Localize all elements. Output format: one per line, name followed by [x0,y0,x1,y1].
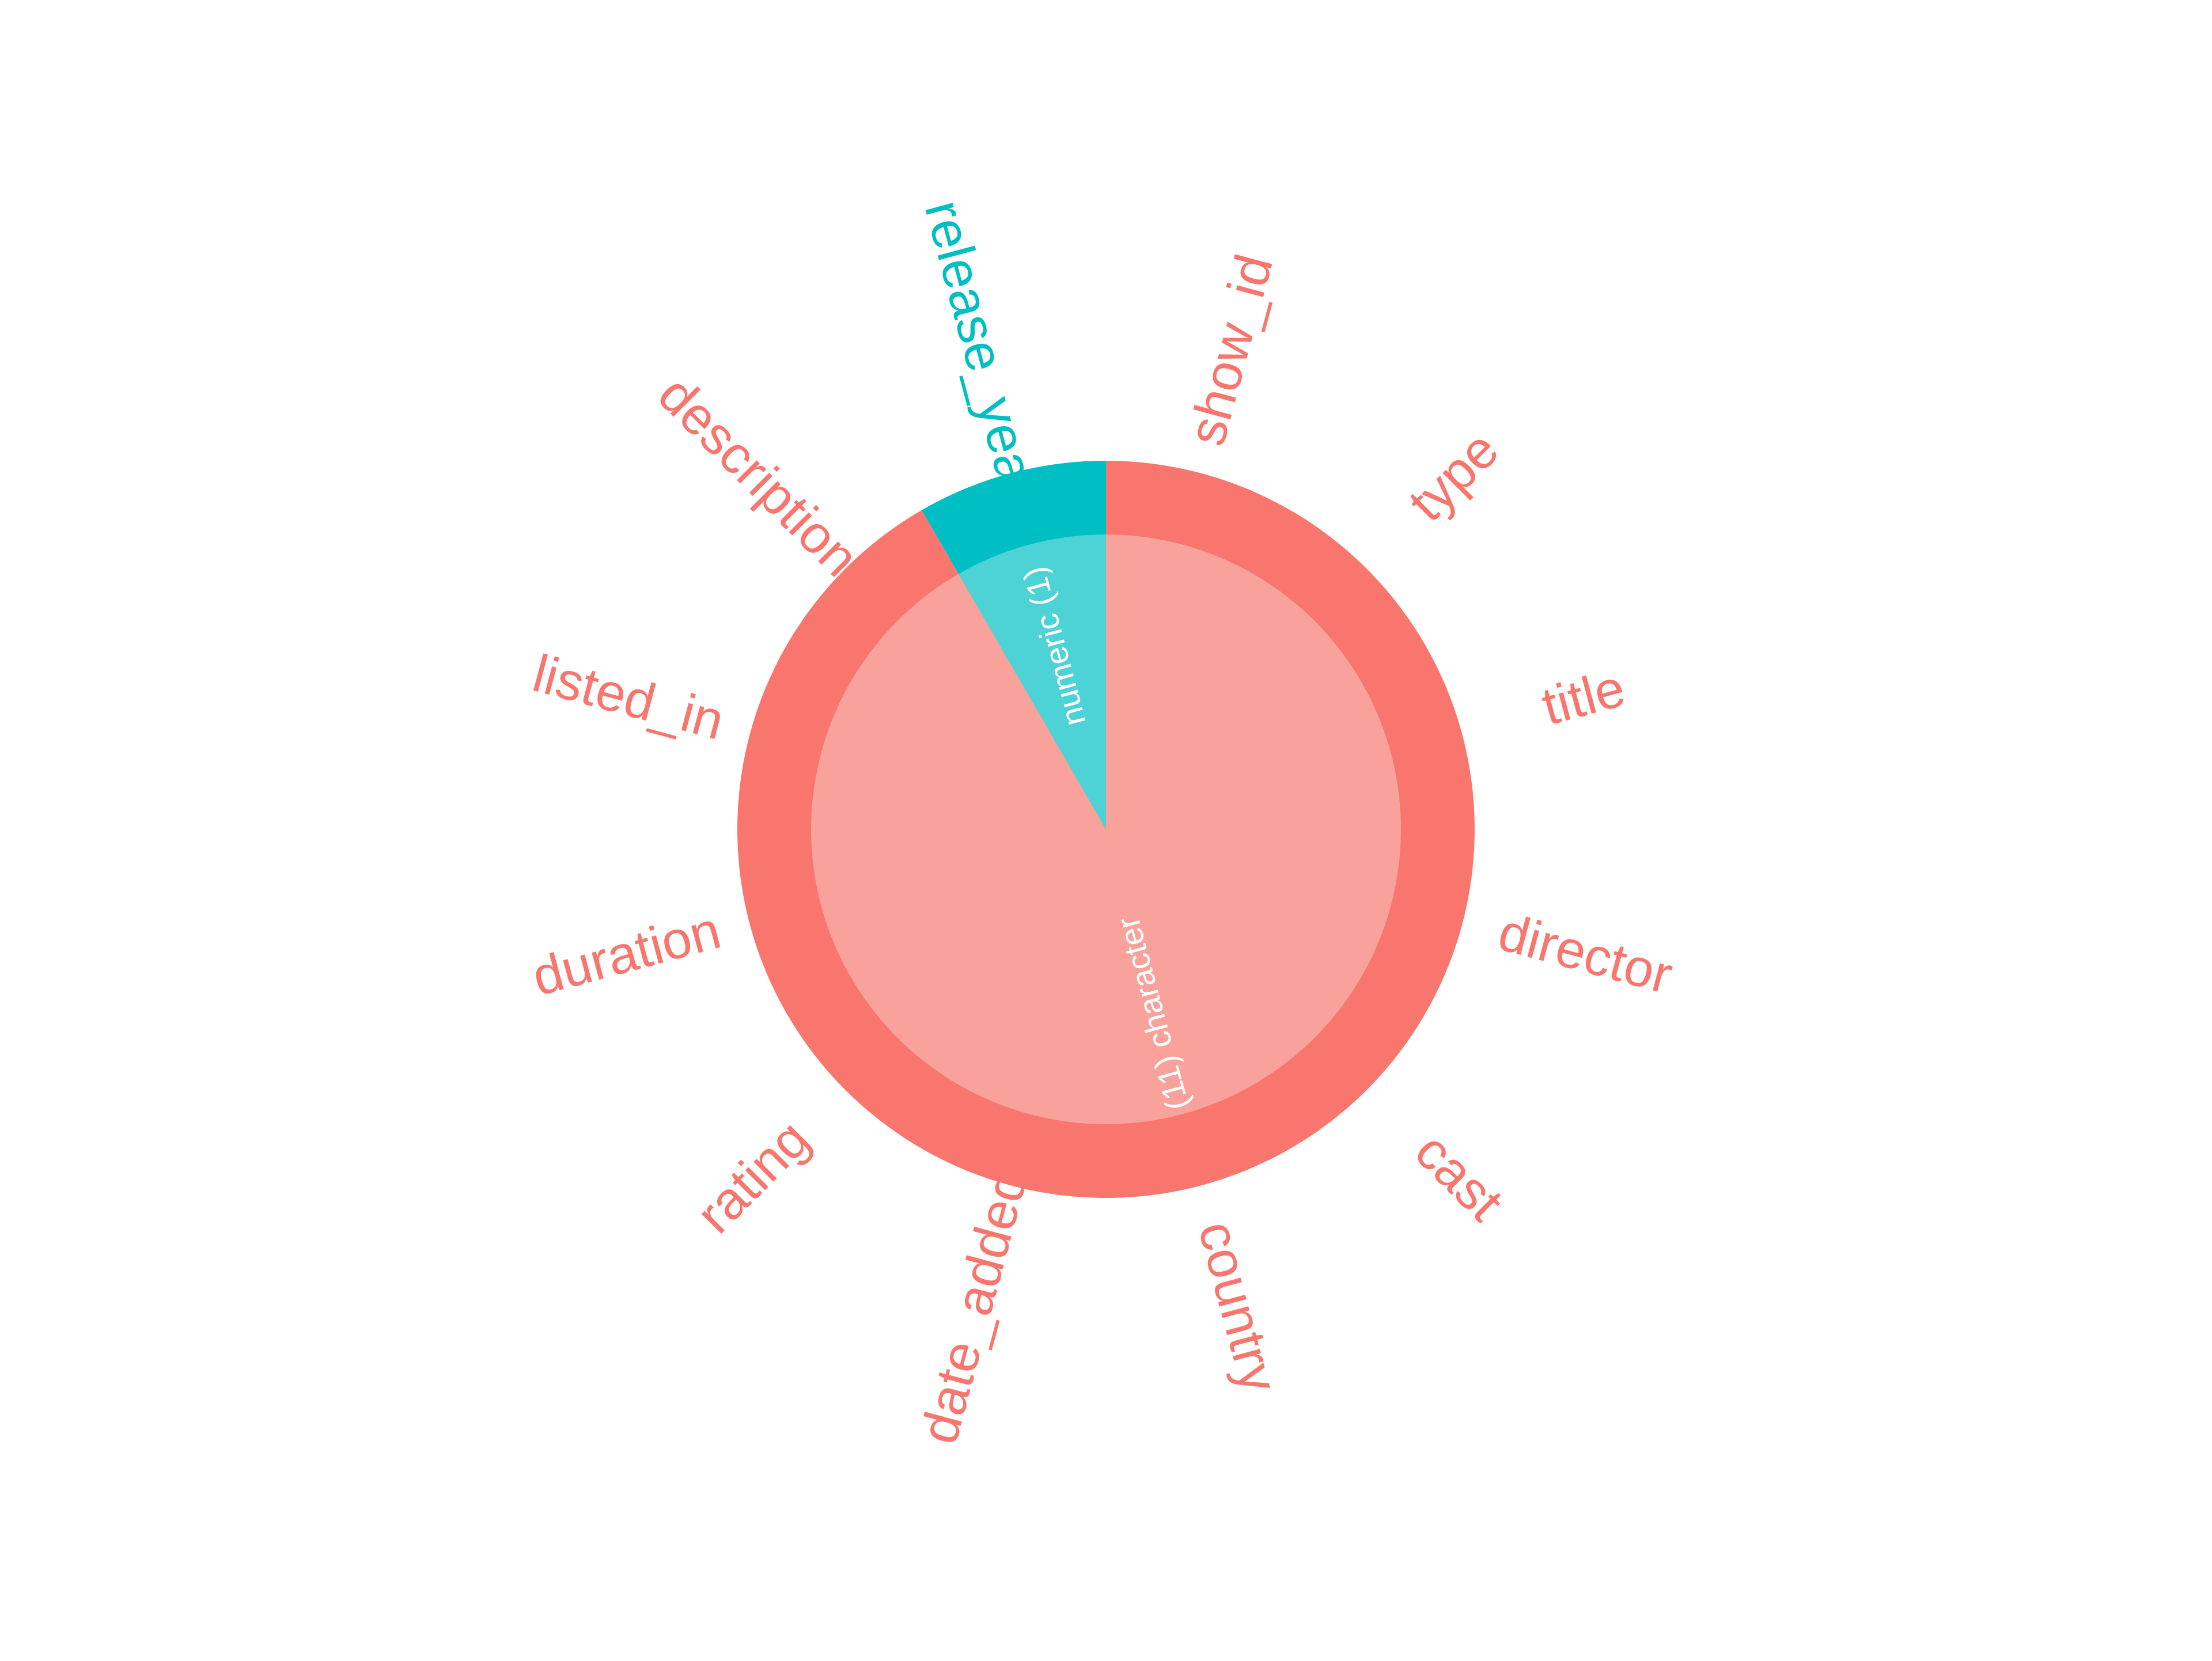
inner-slice-numeric [959,534,1106,829]
column-label-release-year: release_year [914,194,1050,505]
column-label-rating: rating [685,1109,821,1245]
column-label-description: description [647,365,870,588]
column-label-cast: cast [1404,1122,1514,1232]
column-label-country: country [1187,1215,1289,1398]
inner-pie [811,534,1401,1125]
column-label-duration: duration [527,901,727,1007]
column-label-show-id: show_id [1177,248,1284,451]
column-label-date-added: date_added [910,1164,1039,1450]
column-label-title: title [1536,658,1631,737]
column-label-listed-in: listed_in [527,644,730,751]
column-label-director: director [1493,902,1679,1005]
column-label-type: type [1397,420,1510,533]
